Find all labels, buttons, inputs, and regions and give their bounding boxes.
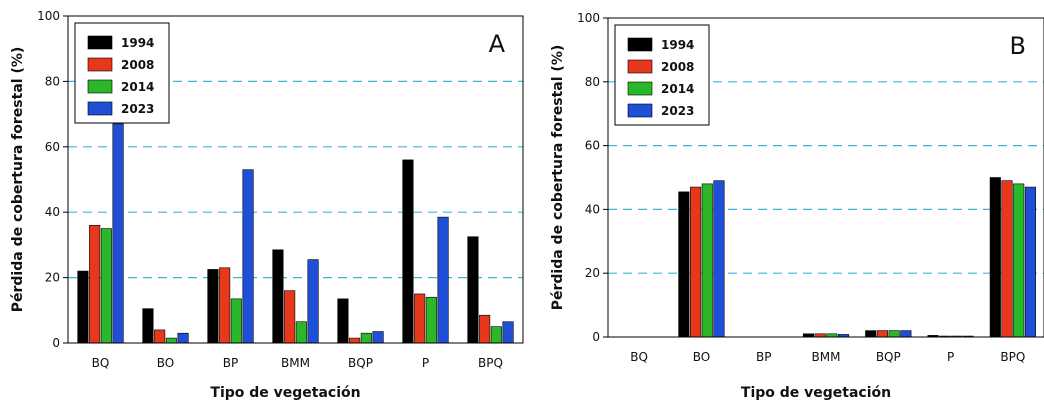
bar-1994-bo (142, 308, 154, 344)
x-tick-label: BMM (812, 350, 841, 364)
legend-label-2008: 2008 (661, 60, 694, 74)
bar-1994-p (402, 159, 414, 344)
x-tick-label: BQP (876, 350, 901, 364)
legend-label-2014: 2014 (121, 80, 154, 94)
x-tick-label: BPQ (478, 356, 503, 370)
bar-1994-bq (77, 270, 89, 344)
bar-2014-p (425, 296, 437, 344)
plot-frame (607, 17, 1044, 338)
legend-swatch-2008 (87, 57, 113, 72)
bar-2023-bpq (502, 321, 514, 344)
plot-frame (67, 15, 524, 344)
legend-label-1994: 1994 (121, 36, 154, 50)
x-tick-label: BO (157, 356, 174, 370)
y-tick-label: 40 (585, 202, 600, 216)
legend-swatch-2008 (627, 59, 653, 74)
bar-2023-bpq (1024, 186, 1036, 338)
bar-1994-bp (207, 269, 219, 344)
legend-label-2023: 2023 (661, 104, 694, 118)
bar-2008-bpq (479, 314, 491, 344)
y-tick-label: 60 (45, 140, 60, 154)
bar-2023-bo (177, 332, 189, 344)
legend-swatch-2023 (87, 101, 113, 116)
y-tick-label: 0 (52, 336, 60, 350)
x-tick-label: BP (223, 356, 238, 370)
bar-2023-p (437, 216, 449, 344)
legend-swatch-2023 (627, 103, 653, 118)
legend-label-2008: 2008 (121, 58, 154, 72)
bar-2008-bpq (1001, 180, 1013, 338)
bar-2008-bo (690, 186, 702, 338)
bar-2014-bqp (888, 330, 900, 338)
bar-2008-bp (219, 267, 231, 344)
legend-label-2023: 2023 (121, 102, 154, 116)
legend-swatch-2014 (87, 79, 113, 94)
bar-2008-bq (89, 224, 101, 344)
y-tick-label: 0 (592, 330, 600, 344)
bar-1994-bo (678, 191, 690, 338)
x-axis-title: Tipo de vegetación (210, 385, 360, 401)
x-tick-label: BO (693, 350, 710, 364)
y-tick-label: 80 (585, 75, 600, 89)
bar-2014-bp (230, 298, 242, 344)
legend: 1994 2008 2014 2023 (74, 22, 170, 124)
bar-2008-bo (154, 329, 166, 344)
bar-2014-bqp (360, 332, 372, 344)
legend-swatch-1994 (627, 37, 653, 52)
panel-label: A (489, 30, 506, 58)
bar-2023-bmm (307, 259, 319, 344)
y-axis-title: Pérdida de cobertura forestal (%) (10, 47, 26, 313)
bar-1994-bmm (272, 249, 284, 344)
y-tick-label: 20 (585, 266, 600, 280)
bar-2023-bqp (900, 330, 912, 338)
legend-swatch-1994 (87, 35, 113, 50)
bar-2023-bp (242, 169, 254, 344)
x-tick-label: P (422, 356, 429, 370)
bar-2023-bq (112, 123, 124, 344)
legend: 1994 2008 2014 2023 (614, 24, 710, 126)
bar-2014-bq (100, 228, 112, 344)
x-tick-label: BQ (630, 350, 648, 364)
y-tick-label: 60 (585, 139, 600, 153)
panel-label: B (1010, 32, 1026, 60)
legend-swatch-2014 (627, 81, 653, 96)
bar-1994-bqp (337, 298, 349, 344)
bar-2014-bo (165, 337, 177, 344)
x-tick-label: BP (756, 350, 771, 364)
y-axis-title: Pérdida de cobertura forestal (%) (550, 45, 566, 311)
bar-1994-bqp (865, 330, 877, 338)
bar-2008-bqp (876, 330, 888, 338)
bar-2014-bpq (490, 326, 502, 344)
legend-label-2014: 2014 (661, 82, 694, 96)
y-tick-label: 100 (37, 9, 60, 23)
x-tick-label: BPQ (1000, 350, 1025, 364)
chart-panel-b: 0 20 40 60 80 100 BQ BO BP BMM BQP P BPQ Tipo de vege… (550, 11, 1044, 401)
legend-label-1994: 1994 (661, 38, 694, 52)
bar-2008-bmm (284, 290, 296, 344)
x-axis-title: Tipo de vegetación (741, 385, 891, 401)
x-tick-label: P (947, 350, 954, 364)
x-tick-label: BMM (281, 356, 310, 370)
bar-1994-bpq (467, 236, 479, 344)
y-tick-label: 40 (45, 205, 60, 219)
bar-2023-bqp (372, 331, 384, 344)
x-tick-label: BQ (92, 356, 110, 370)
bar-2008-bqp (349, 337, 361, 344)
y-tick-label: 80 (45, 74, 60, 88)
bar-2014-bmm (295, 321, 307, 344)
bar-2023-bo (713, 180, 725, 338)
y-tick-label: 100 (577, 11, 600, 25)
chart-panel-a: 0 20 40 60 80 100 BQ BO BP BMM BQP P BPQ Tipo de vege… (10, 9, 524, 401)
bar-2014-bo (701, 183, 713, 338)
y-tick-label: 20 (45, 271, 60, 285)
bar-2008-p (414, 293, 426, 344)
bar-1994-bpq (989, 177, 1001, 338)
bar-2014-bpq (1013, 183, 1025, 338)
x-tick-label: BQP (348, 356, 373, 370)
